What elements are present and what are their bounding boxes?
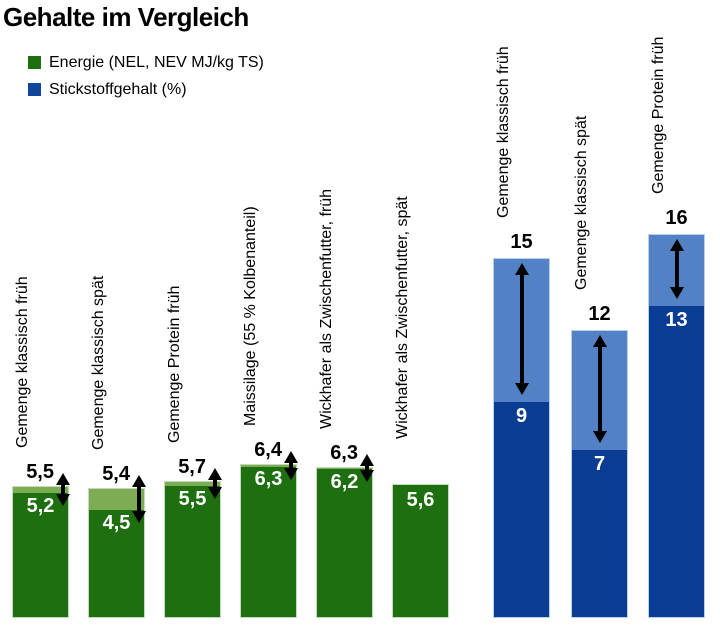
bar-min-value: 4,5 <box>102 511 131 534</box>
range-arrow-icon <box>592 335 607 443</box>
arrow-head-down <box>360 470 374 483</box>
legend: Energie (NEL, NEV MJ/kg TS) Stickstoffge… <box>28 53 264 107</box>
arrow-shaft <box>61 479 65 501</box>
range-arrow-icon <box>669 239 684 299</box>
bar-label: Gemenge Protein früh <box>165 285 183 444</box>
arrow-head-down <box>284 467 298 480</box>
range-arrow-icon <box>284 451 298 480</box>
bar-energy-3 <box>164 481 221 618</box>
bar-main-segment <box>649 306 704 617</box>
bar-label: Wickhafer als Zwischenfutter, spät <box>393 195 411 439</box>
bar-main-segment <box>89 509 144 617</box>
arrow-head-down <box>56 494 70 507</box>
bar-max-value: 15 <box>510 231 533 253</box>
bar-main-segment <box>13 493 68 617</box>
legend-label-energy: Energie (NEL, NEV MJ/kg TS) <box>49 53 264 71</box>
arrow-head-down <box>669 287 684 299</box>
bar-main-segment <box>241 466 296 617</box>
bar-max-value: 6,4 <box>254 439 282 462</box>
bar-max-value: 5,4 <box>102 463 130 486</box>
bar-label: Maissilage (55 % Kolbenanteil) <box>241 206 259 427</box>
arrow-shaft <box>674 245 679 293</box>
bar-min-value: 13 <box>665 309 688 331</box>
bar-main-segment <box>572 450 627 617</box>
chart-title: Gehalte im Vergleich <box>3 2 249 32</box>
bar-label: Gemenge Protein früh <box>649 36 667 194</box>
arrow-head-down <box>132 510 146 523</box>
bar-energy-1 <box>12 486 69 618</box>
arrow-shaft <box>213 474 217 493</box>
arrow-head-down <box>514 383 529 395</box>
arrow-shaft <box>597 341 602 437</box>
arrow-head-down <box>208 486 222 499</box>
legend-swatch <box>28 83 41 96</box>
range-arrow-icon <box>132 475 146 523</box>
bar-min-value: 7 <box>593 453 606 475</box>
bar-label: Gemenge klassisch früh <box>494 46 512 218</box>
bar-main-segment <box>494 402 549 617</box>
bar-max-value: 16 <box>665 207 688 229</box>
arrow-shaft <box>289 457 293 474</box>
legend-item-energy: Energie (NEL, NEV MJ/kg TS) <box>28 53 264 72</box>
bar-min-value: 6,2 <box>330 470 359 493</box>
bar-min-value: 6,3 <box>254 468 283 491</box>
bar-label: Gemenge klassisch spät <box>572 115 590 290</box>
range-arrow-icon <box>360 453 374 483</box>
bar-energy-5 <box>316 466 373 618</box>
bar-main-segment <box>165 485 220 617</box>
bar-max-value: 5,7 <box>178 456 206 479</box>
arrow-shaft <box>137 481 141 517</box>
bar-min-value: 9 <box>515 405 528 427</box>
bar-label: Gemenge klassisch spät <box>89 276 107 451</box>
legend-label-nitrogen: Stickstoffgehalt (%) <box>49 80 187 98</box>
range-arrow-icon <box>208 468 222 499</box>
legend-swatch <box>28 56 41 69</box>
bar-max-value: 5,5 <box>26 461 54 483</box>
arrow-shaft <box>519 269 524 389</box>
bar-energy-2 <box>88 488 145 618</box>
range-arrow-icon <box>56 473 70 507</box>
bar-value: 5,6 <box>406 488 435 511</box>
bar-main-segment <box>317 469 372 617</box>
arrow-shaft <box>365 459 369 477</box>
bar-min-value: 5,5 <box>178 487 207 510</box>
range-arrow-icon <box>514 263 529 395</box>
arrow-head-down <box>592 431 607 443</box>
bar-label: Gemenge klassisch früh <box>13 276 31 448</box>
bar-energy-6 <box>392 483 449 618</box>
legend-item-nitrogen: Stickstoffgehalt (%) <box>28 80 264 99</box>
bar-max-value: 12 <box>588 303 611 325</box>
bar-max-value: 6,3 <box>330 441 358 464</box>
bar-min-value: 5,2 <box>26 494 55 517</box>
bar-label: Wickhafer als Zwischenfutter, früh <box>317 188 335 429</box>
bar-energy-4 <box>240 464 297 618</box>
